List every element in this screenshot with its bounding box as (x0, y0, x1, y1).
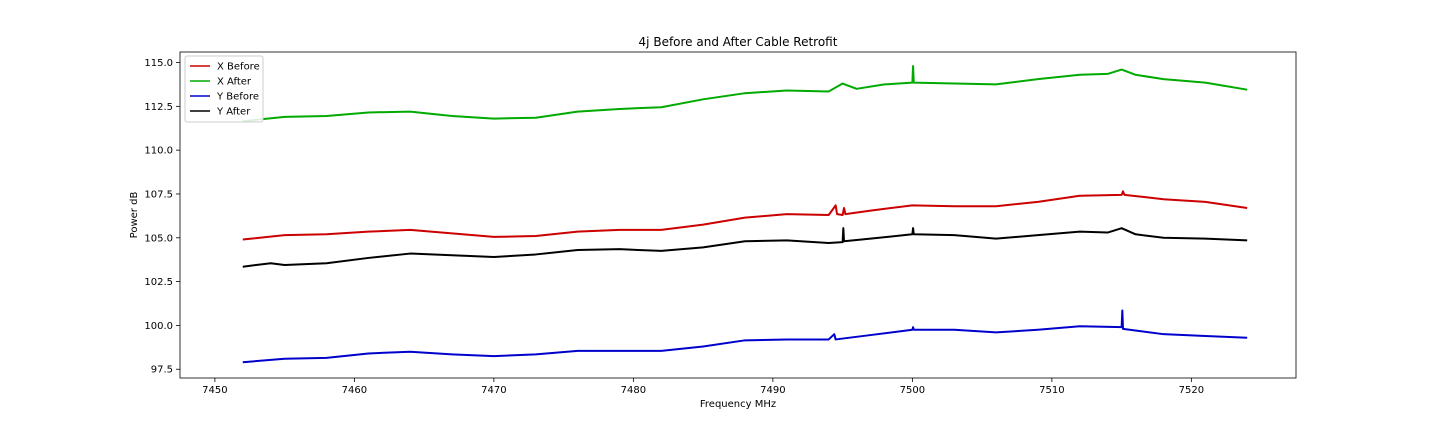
plot-area (242, 65, 1248, 364)
x-tick-label: 7500 (900, 385, 925, 396)
y-axis-label: Power dB (129, 192, 140, 239)
x-tick-label: 7460 (342, 385, 367, 396)
legend-label: X Before (217, 62, 260, 73)
legend-box (184, 55, 264, 123)
legend-label: Y After (216, 107, 251, 118)
y-axis: 97.5 100.0 102.5 105.0 107.5 110.0 112.5 115.0 (144, 58, 180, 376)
x-tick-label: 7490 (760, 385, 785, 396)
series-line-x-before (242, 190, 1248, 241)
x-tick-label: 7450 (202, 385, 227, 396)
legend-label: Y Before (216, 92, 259, 103)
legend-label: X After (217, 77, 252, 88)
series-line-y-before (242, 309, 1248, 364)
y-tick-label: 115.0 (144, 58, 173, 69)
y-tick-label: 105.0 (144, 233, 173, 244)
legend: X Before X After Y Before Y After (184, 55, 264, 123)
y-tick-label: 102.5 (144, 277, 173, 288)
x-tick-label: 7480 (621, 385, 646, 396)
x-axis-label: Frequency MHz (700, 399, 776, 410)
series-line-y-after (242, 227, 1248, 268)
y-tick-label: 97.5 (151, 365, 173, 376)
y-tick-label: 110.0 (144, 146, 173, 157)
x-tick-label: 7510 (1039, 385, 1064, 396)
y-tick-label: 112.5 (144, 102, 173, 113)
x-axis: 7450 7460 7470 7480 7490 7500 7510 7520 (202, 378, 1204, 396)
series-line-x-after (242, 65, 1248, 123)
y-tick-label: 107.5 (144, 189, 173, 200)
chart-title: 4j Before and After Cable Retrofit (639, 35, 838, 49)
x-tick-label: 7470 (481, 385, 506, 396)
plot-frame (179, 51, 1297, 379)
x-tick-label: 7520 (1179, 385, 1204, 396)
y-tick-label: 100.0 (144, 321, 173, 332)
